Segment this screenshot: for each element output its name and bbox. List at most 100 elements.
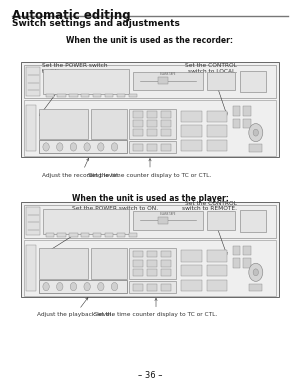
Bar: [232, 106, 240, 116]
Bar: [39, 280, 127, 293]
Bar: [207, 125, 227, 137]
Text: Set the CONTROL
switch to REMOTE.: Set the CONTROL switch to REMOTE.: [182, 201, 237, 255]
Bar: [240, 71, 266, 92]
Bar: [181, 250, 202, 262]
Bar: [81, 233, 89, 237]
Bar: [207, 140, 227, 151]
Bar: [207, 265, 227, 276]
Bar: [181, 140, 202, 151]
Circle shape: [70, 143, 76, 151]
Circle shape: [57, 143, 63, 151]
Bar: [129, 233, 137, 237]
Bar: [147, 260, 157, 267]
Bar: [158, 77, 168, 85]
Bar: [181, 111, 202, 122]
Text: BLANK TAPE: BLANK TAPE: [160, 72, 176, 76]
Bar: [133, 120, 143, 127]
Text: Switch settings and adjustments: Switch settings and adjustments: [12, 19, 180, 28]
Bar: [161, 269, 171, 276]
Bar: [161, 130, 171, 136]
Bar: [24, 240, 276, 296]
Bar: [147, 120, 157, 127]
Text: Adjust the recording level.: Adjust the recording level.: [42, 158, 120, 178]
Bar: [26, 67, 40, 95]
Bar: [133, 251, 143, 258]
Bar: [133, 284, 143, 291]
Text: Set the POWER switch to ON.: Set the POWER switch to ON.: [40, 206, 158, 256]
Bar: [147, 144, 157, 151]
Bar: [129, 248, 176, 279]
Bar: [181, 280, 202, 291]
Bar: [147, 251, 157, 258]
Circle shape: [98, 282, 104, 291]
Text: Set the time counter display to TC or CTL.: Set the time counter display to TC or CT…: [88, 159, 212, 178]
Bar: [161, 144, 171, 151]
Circle shape: [98, 143, 104, 151]
Text: Set the POWER switch
to ON.: Set the POWER switch to ON.: [40, 63, 107, 116]
Bar: [161, 111, 171, 118]
Circle shape: [253, 129, 258, 136]
Bar: [133, 144, 143, 151]
Bar: [243, 106, 250, 116]
Bar: [243, 246, 250, 255]
Bar: [129, 109, 176, 139]
Bar: [39, 109, 88, 139]
Bar: [39, 248, 88, 279]
Bar: [147, 269, 157, 276]
Bar: [207, 71, 235, 90]
Bar: [240, 210, 266, 232]
Bar: [243, 119, 250, 128]
Circle shape: [84, 282, 90, 291]
Bar: [207, 250, 227, 262]
Circle shape: [43, 282, 49, 291]
Text: When the unit is used as the recorder:: When the unit is used as the recorder:: [67, 36, 233, 45]
Bar: [117, 233, 125, 237]
Text: Adjust the playback level.: Adjust the playback level.: [37, 298, 113, 317]
Bar: [93, 233, 101, 237]
Circle shape: [253, 269, 258, 276]
Bar: [129, 141, 176, 153]
Circle shape: [111, 282, 118, 291]
Bar: [133, 130, 143, 136]
Bar: [161, 120, 171, 127]
Bar: [207, 280, 227, 291]
Bar: [207, 111, 227, 122]
Bar: [21, 202, 279, 297]
Bar: [243, 258, 250, 268]
Text: Set the CONTROL
switch to LOCAL.: Set the CONTROL switch to LOCAL.: [185, 63, 237, 115]
Bar: [133, 71, 203, 90]
Bar: [93, 94, 101, 97]
Bar: [161, 251, 171, 258]
Bar: [161, 260, 171, 267]
Bar: [43, 69, 129, 94]
Text: Set the time counter display to TC or CTL.: Set the time counter display to TC or CT…: [94, 298, 218, 317]
Bar: [46, 94, 54, 97]
Bar: [24, 204, 276, 238]
Circle shape: [111, 143, 118, 151]
Bar: [158, 217, 168, 224]
Bar: [181, 265, 202, 276]
Text: BLANK TAPE: BLANK TAPE: [160, 212, 176, 216]
Bar: [81, 94, 89, 97]
Bar: [147, 284, 157, 291]
Text: – 36 –: – 36 –: [138, 371, 162, 380]
Bar: [133, 260, 143, 267]
Text: Automatic editing: Automatic editing: [12, 9, 130, 22]
Bar: [91, 248, 127, 279]
Bar: [24, 65, 276, 98]
Circle shape: [249, 263, 263, 281]
Bar: [69, 233, 77, 237]
Bar: [43, 209, 129, 234]
Bar: [105, 94, 113, 97]
Bar: [133, 269, 143, 276]
Bar: [249, 144, 262, 152]
Text: When the unit is used as the player:: When the unit is used as the player:: [72, 194, 228, 203]
Bar: [46, 233, 54, 237]
Bar: [161, 284, 171, 291]
Circle shape: [84, 143, 90, 151]
Bar: [147, 130, 157, 136]
Bar: [105, 233, 113, 237]
Bar: [69, 94, 77, 97]
Bar: [26, 245, 37, 291]
Bar: [24, 100, 276, 156]
